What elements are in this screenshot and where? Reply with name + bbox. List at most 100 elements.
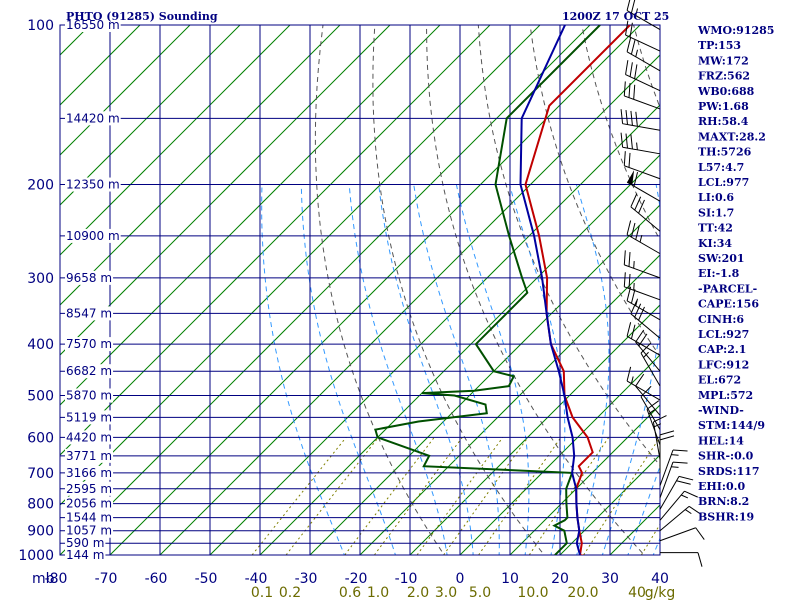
wind-barb [659, 527, 705, 542]
height-label-background [65, 18, 121, 32]
barb-flag [625, 20, 629, 36]
mixing-ratio-label: 0.6 [339, 585, 361, 600]
wind-barb [626, 37, 661, 72]
barb-flag [646, 400, 660, 410]
barb-flag [634, 196, 642, 211]
barb-flag [626, 286, 632, 301]
wind-barb [630, 193, 661, 232]
index-entry: LCL:977 [698, 176, 749, 189]
barb-flag [697, 552, 703, 567]
mixing-ratio-label: 0.1 [251, 585, 273, 600]
barb-staff [626, 380, 661, 401]
barb-flag [653, 415, 667, 423]
wind-barb [659, 430, 675, 473]
isotherm-line [309, 204, 660, 555]
barb-staff [659, 449, 674, 486]
index-entry: FRZ:562 [698, 70, 750, 83]
wind-barb [620, 109, 661, 131]
mixing-ratio-label: 10.0 [517, 585, 548, 600]
index-entry: STM:144/9 [698, 419, 765, 432]
wind-barb-column [620, 0, 705, 567]
wind-barb [652, 415, 667, 460]
barb-flag [620, 132, 624, 148]
wind-barb [626, 0, 661, 30]
barb-staff [622, 123, 661, 131]
moist-adiabat-line [455, 184, 530, 555]
barb-flag [630, 0, 636, 14]
observation-time: 1200Z 17 OCT 25 [562, 10, 669, 23]
pressure-grid [59, 24, 661, 556]
barb-staff [630, 313, 661, 339]
index-entry: LCL:927 [698, 328, 749, 341]
height-label: 590 m [66, 536, 104, 550]
barb-flag [628, 83, 631, 98]
wind-barb [659, 449, 688, 486]
barb-staff [626, 51, 661, 72]
height-label: 3771 m [66, 449, 112, 463]
barb-staff [646, 409, 661, 446]
barb-flag [623, 250, 626, 265]
barb-half-flag [648, 409, 655, 415]
height-label-background [65, 536, 106, 551]
isotherm-line [559, 454, 660, 555]
barb-flag [635, 329, 645, 343]
barb-flag [676, 480, 691, 485]
barb-staff [624, 95, 661, 110]
height-label: 14420 m [66, 111, 120, 125]
index-entry: RH:58.4 [698, 115, 749, 128]
barb-staff [626, 181, 661, 202]
isotherm-line [459, 354, 660, 555]
barb-half-flag [643, 351, 649, 358]
isotherm-line [60, 25, 291, 256]
dry-adiabat-line [372, 25, 545, 555]
barb-pennant [627, 170, 635, 186]
index-entry: MPL:572 [698, 389, 753, 402]
height-label: 6682 m [66, 364, 112, 378]
temperature-tick-label: -50 [195, 571, 218, 587]
height-label-background [65, 410, 114, 425]
height-label: 10900 m [66, 229, 120, 243]
index-entry: MAXT:28.2 [698, 130, 766, 143]
temperature-tick-label: -70 [95, 571, 118, 587]
barb-flag [684, 490, 698, 498]
temperature-tick-label: -30 [295, 571, 318, 587]
height-label-background [65, 430, 114, 445]
index-entry: SI:1.7 [698, 206, 734, 219]
barb-half-flag [636, 142, 638, 150]
height-label-background [65, 228, 121, 243]
moist-adiabat-line [261, 184, 345, 555]
wind-barb [623, 81, 661, 110]
wind-barb [640, 342, 661, 387]
wind-barb [646, 400, 661, 446]
index-entry: SRDS:117 [698, 465, 760, 478]
wind-barb [660, 552, 703, 567]
wind-barb [635, 329, 661, 372]
profile-lines [374, 25, 631, 555]
index-entry: EL:672 [698, 374, 741, 387]
barb-flag [635, 225, 640, 240]
dry-adiabat-line [426, 25, 645, 555]
barb-half-flag [671, 454, 679, 456]
height-label-background [65, 448, 114, 463]
height-label-background [65, 496, 114, 511]
barb-staff [659, 476, 680, 510]
moist-adiabat-line [413, 184, 500, 555]
barb-flag [628, 252, 631, 267]
station-title: PHTO (91285) Sounding [66, 10, 218, 23]
moist-adiabat-line [378, 184, 474, 555]
isotherm-line [60, 25, 341, 306]
index-entry: HEL:14 [698, 434, 744, 447]
pressure-tick-label: 300 [27, 271, 54, 287]
index-entry: -PARCEL- [698, 282, 757, 295]
barb-half-flag [633, 261, 635, 269]
barb-staff [635, 341, 661, 372]
stability-indices-panel: WMO:91285 TP:153 MW:172 FRZ:562 WB0:688 PW:1.… [697, 24, 774, 523]
height-label-background [65, 364, 114, 379]
barb-flag [630, 300, 638, 315]
height-label: 2595 m [66, 482, 112, 496]
barb-flag [626, 37, 632, 52]
barb-half-flag [639, 234, 643, 243]
barb-flag [659, 435, 675, 441]
index-entry: PW:1.68 [698, 100, 749, 113]
